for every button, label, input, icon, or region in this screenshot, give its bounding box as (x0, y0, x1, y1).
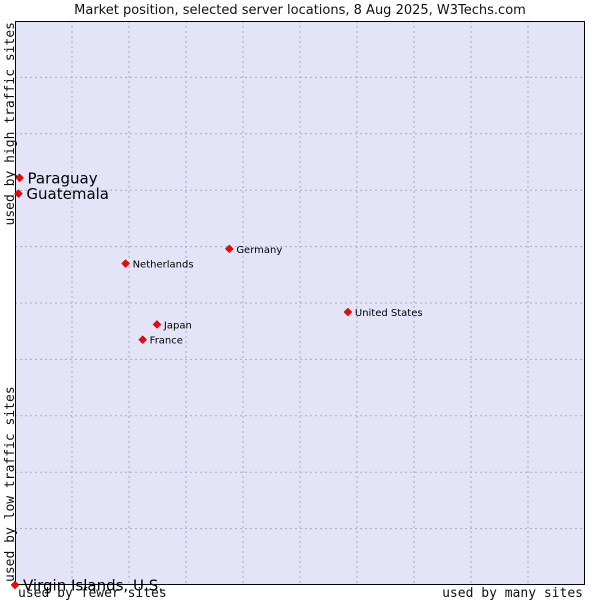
point-label-japan: Japan (163, 320, 192, 331)
y-axis-label-bottom: used by low traffic sites (3, 386, 18, 582)
x-axis-label-left: used by fewer sites (18, 586, 167, 600)
point-label-virgin-islands-u-s: Virgin Islands, U.S. (23, 577, 163, 595)
point-label-paraguay: Paraguay (28, 169, 98, 187)
point-marker-japan (152, 320, 162, 329)
point-marker-france (138, 335, 148, 345)
x-axis-label-right: used by many sites (442, 586, 583, 600)
point-marker-guatemala (14, 189, 23, 198)
point-label-netherlands: Netherlands (133, 260, 194, 271)
plot-border (15, 21, 585, 585)
point-marker-virgin-islands-u-s (10, 580, 20, 590)
point-label-france: France (150, 336, 183, 347)
point-marker-netherlands (121, 259, 130, 268)
y-axis-label-top: used by high traffic sites (3, 22, 18, 226)
point-marker-paraguay (15, 173, 24, 183)
point-marker-united-states (343, 307, 353, 317)
chart-title: Market position, selected server locatio… (74, 3, 526, 18)
point-label-germany: Germany (236, 245, 282, 256)
point-label-united-states: United States (355, 308, 423, 319)
gridlines (15, 21, 585, 585)
point-marker-germany (224, 244, 234, 254)
point-label-guatemala: Guatemala (26, 185, 109, 203)
